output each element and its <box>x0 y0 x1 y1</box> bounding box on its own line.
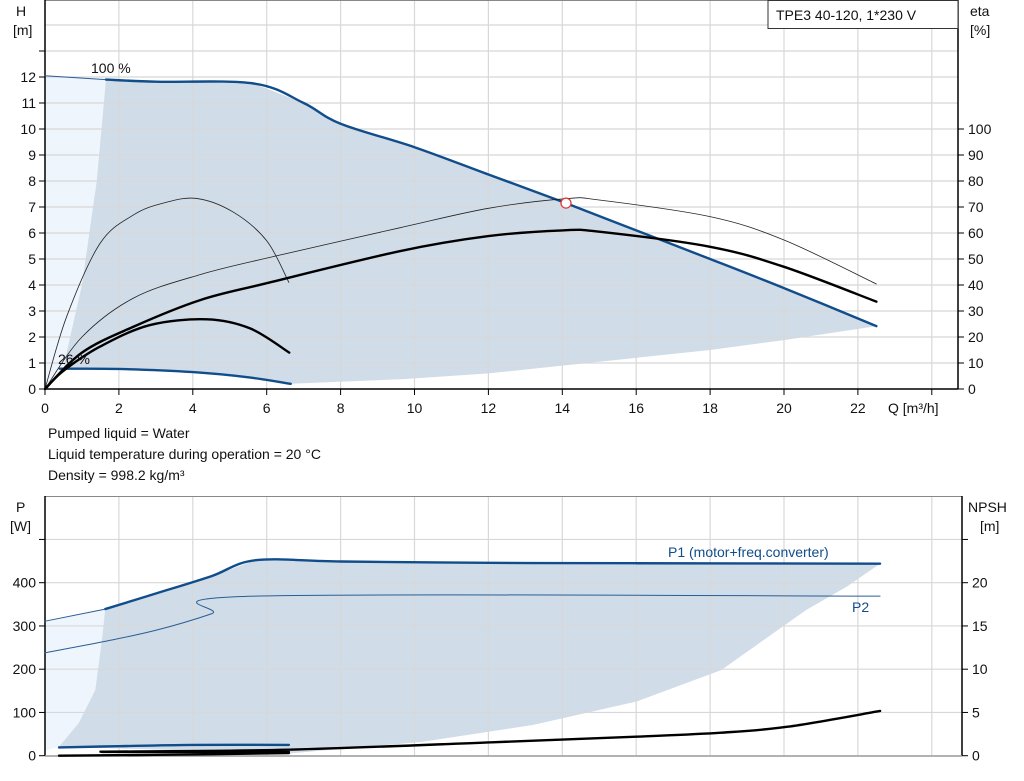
top-y-right-tick-label: 90 <box>968 147 984 163</box>
top-x-tick-label: 10 <box>407 400 423 416</box>
chart-title: TPE3 40-120, 1*230 V <box>776 7 917 23</box>
top-operating-region <box>63 79 877 384</box>
top-y-left-tick-label: 4 <box>28 277 36 293</box>
top-x-tick-label: 8 <box>337 400 345 416</box>
top-y-left-tick-label: 3 <box>28 303 36 319</box>
top-y-left-tick-label: 0 <box>28 381 36 397</box>
bottom-y-left-tick-label: 0 <box>28 748 36 764</box>
top-series-6 <box>43 228 878 391</box>
y-right-label-top: eta <box>970 3 990 19</box>
bottom-series-5 <box>57 751 291 757</box>
top-x-tick-label: 2 <box>115 400 123 416</box>
x-axis-label: Q [m³/h] <box>888 400 939 416</box>
y-right-label-bottom: NPSH <box>968 499 1007 515</box>
bottom-y-left-tick-label: 400 <box>13 575 37 591</box>
top-series-1 <box>44 75 107 81</box>
top-y-right-tick-label: 20 <box>968 329 984 345</box>
top-x-tick-label: 0 <box>41 400 49 416</box>
top-y-left-tick-label: 8 <box>28 173 36 189</box>
bottom-y-left-tick-label: 300 <box>13 618 37 634</box>
top-y-right-tick-label: 30 <box>968 303 984 319</box>
top-series-5 <box>44 197 877 390</box>
y-left-label-top: H <box>16 3 26 19</box>
bottom-operating-region <box>59 560 881 754</box>
bottom-y-right-tick-label: 0 <box>972 748 980 764</box>
top-x-tick-label: 12 <box>481 400 497 416</box>
top-y-left-tick-label: 11 <box>21 95 36 111</box>
label-26-percent: 26 % <box>58 351 90 367</box>
top-series-2 <box>58 367 292 385</box>
y-right-unit-top: [%] <box>970 22 990 38</box>
bottom-series-3 <box>57 743 291 749</box>
top-x-tick-label: 18 <box>702 400 718 416</box>
top-x-tick-label: 16 <box>628 400 644 416</box>
bottom-y-left-tick-label: 100 <box>13 704 37 720</box>
top-x-tick-label: 20 <box>776 400 792 416</box>
top-x-tick-label: 4 <box>189 400 197 416</box>
top-y-left-tick-label: 10 <box>20 121 36 137</box>
top-y-right-tick-label: 10 <box>968 355 984 371</box>
duty-point-marker <box>560 197 572 209</box>
bottom-series-2 <box>44 594 881 654</box>
bottom-series-0 <box>104 558 882 611</box>
y-right-unit-bottom: [m] <box>980 518 999 534</box>
power-npsh-chart: 0 100 200 300 400 0 5 10 15 20 <box>13 496 988 764</box>
top-y-left-tick-label: 9 <box>28 147 36 163</box>
title-box: TPE3 40-120, 1*230 V <box>767 0 959 29</box>
y-left-label-bottom: P <box>16 499 25 515</box>
info-pumped-liquid: Pumped liquid = Water <box>48 425 190 441</box>
bottom-y-right-tick-label: 10 <box>972 661 988 677</box>
label-100-percent: 100 % <box>91 60 131 76</box>
bottom-y-right-tick-label: 20 <box>972 575 988 591</box>
top-y-right-tick-label: 80 <box>968 173 984 189</box>
top-series-3 <box>44 197 290 390</box>
top-x-tick-label: 22 <box>850 400 866 416</box>
bottom-y-left-tick-label: 200 <box>13 661 37 677</box>
info-density: Density = 998.2 kg/m³ <box>48 467 185 483</box>
top-y-left-tick-label: 5 <box>28 251 36 267</box>
top-y-right-tick-label: 40 <box>968 277 984 293</box>
top-series-0 <box>104 78 878 328</box>
bottom-series-1 <box>44 608 106 622</box>
top-y-right-tick-label: 60 <box>968 225 984 241</box>
top-y-right-tick-label: 100 <box>968 121 992 137</box>
bottom-series-6 <box>99 709 882 753</box>
top-x-tick-label: 6 <box>263 400 271 416</box>
top-y-left-tick-label: 2 <box>28 329 36 345</box>
label-p1: P1 (motor+freq.converter) <box>668 544 829 560</box>
top-y-left-tick-label: 6 <box>28 225 36 241</box>
top-y-right-tick-label: 70 <box>968 199 984 215</box>
label-p2: P2 <box>852 599 869 615</box>
info-liquid-temperature: Liquid temperature during operation = 20… <box>48 446 321 462</box>
top-y-left-tick-label: 12 <box>20 69 36 85</box>
bottom-y-right-tick-label: 15 <box>972 618 988 634</box>
top-y-left-tick-label: 1 <box>28 355 36 371</box>
y-left-unit-bottom: [W] <box>10 518 31 534</box>
top-y-right-tick-label: 0 <box>968 381 976 397</box>
bottom-y-right-tick-label: 5 <box>972 704 980 720</box>
y-left-unit-top: [m] <box>13 22 32 38</box>
top-y-left-tick-label: 7 <box>28 199 36 215</box>
top-y-right-tick-label: 50 <box>968 251 984 267</box>
top-x-tick-label: 14 <box>555 400 571 416</box>
